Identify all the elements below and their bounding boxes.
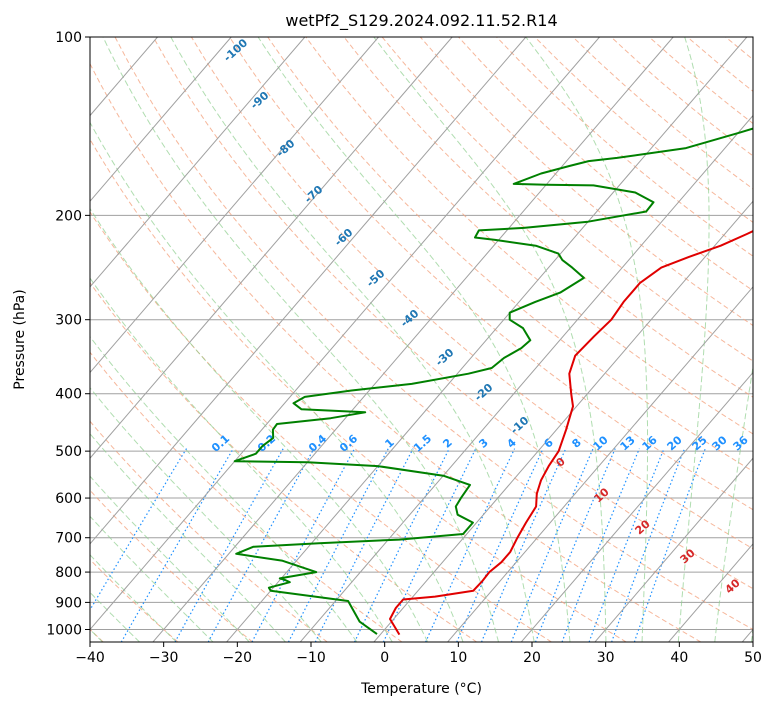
y-tick-label: 500: [55, 444, 82, 460]
x-tick-label: −10: [296, 650, 326, 666]
y-tick-label: 200: [55, 208, 82, 224]
chart-title: wetPf2_S129.2024.092.11.52.R14: [285, 11, 557, 31]
x-tick-label: 50: [744, 650, 762, 666]
x-tick-label: 20: [523, 650, 541, 666]
x-axis-title: Temperature (°C): [360, 681, 482, 697]
x-tick-label: 30: [597, 650, 615, 666]
y-tick-label: 100: [55, 30, 82, 46]
y-tick-label: 300: [55, 313, 82, 329]
y-tick-label: 800: [55, 565, 82, 581]
y-axis-title: Pressure (hPa): [12, 289, 28, 389]
x-tick-label: −40: [75, 650, 105, 666]
x-tick-label: 10: [449, 650, 467, 666]
y-tick-label: 600: [55, 491, 82, 507]
x-tick-label: −30: [149, 650, 179, 666]
y-tick-label: 400: [55, 387, 82, 403]
y-tick-label: 700: [55, 531, 82, 547]
x-tick-label: −20: [223, 650, 253, 666]
y-tick-label: 900: [55, 595, 82, 611]
y-tick-label: 1000: [46, 623, 82, 639]
x-tick-label: 40: [670, 650, 688, 666]
x-tick-label: 0: [380, 650, 389, 666]
